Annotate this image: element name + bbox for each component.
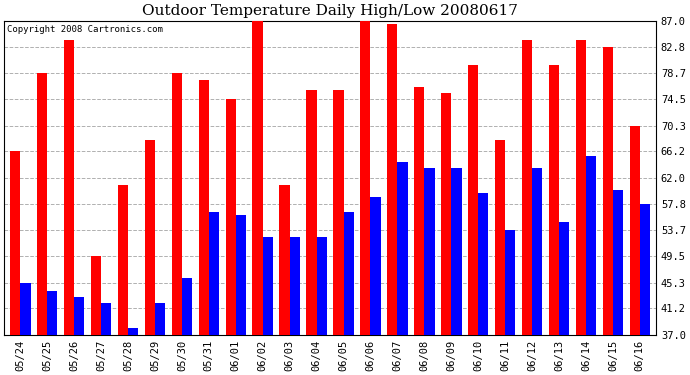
Bar <box>182 278 193 335</box>
Bar <box>549 64 559 335</box>
Bar <box>495 140 505 335</box>
Bar <box>279 185 290 335</box>
Bar <box>20 283 30 335</box>
Bar <box>478 194 489 335</box>
Bar <box>360 21 371 335</box>
Bar <box>236 215 246 335</box>
Bar <box>371 196 381 335</box>
Bar <box>613 190 623 335</box>
Bar <box>199 80 209 335</box>
Bar <box>64 39 75 335</box>
Bar <box>226 99 236 335</box>
Bar <box>306 90 317 335</box>
Bar <box>397 162 408 335</box>
Bar <box>128 328 138 335</box>
Bar <box>253 21 263 335</box>
Bar <box>451 168 462 335</box>
Bar <box>414 87 424 335</box>
Title: Outdoor Temperature Daily High/Low 20080617: Outdoor Temperature Daily High/Low 20080… <box>142 4 518 18</box>
Bar <box>155 303 165 335</box>
Bar <box>333 90 344 335</box>
Bar <box>575 39 586 335</box>
Bar <box>209 212 219 335</box>
Bar <box>602 47 613 335</box>
Bar <box>37 73 47 335</box>
Bar <box>47 291 57 335</box>
Bar <box>172 73 182 335</box>
Bar <box>263 237 273 335</box>
Bar <box>441 93 451 335</box>
Bar <box>586 156 596 335</box>
Text: Copyright 2008 Cartronics.com: Copyright 2008 Cartronics.com <box>8 26 164 34</box>
Bar <box>505 230 515 335</box>
Bar <box>387 24 397 335</box>
Bar <box>468 64 478 335</box>
Bar <box>344 212 354 335</box>
Bar <box>317 237 327 335</box>
Bar <box>101 303 111 335</box>
Bar <box>118 185 128 335</box>
Bar <box>640 204 650 335</box>
Bar <box>75 297 84 335</box>
Bar <box>522 39 532 335</box>
Bar <box>145 140 155 335</box>
Bar <box>10 152 20 335</box>
Bar <box>424 168 435 335</box>
Bar <box>559 222 569 335</box>
Bar <box>290 237 300 335</box>
Bar <box>629 126 640 335</box>
Bar <box>91 256 101 335</box>
Bar <box>532 168 542 335</box>
